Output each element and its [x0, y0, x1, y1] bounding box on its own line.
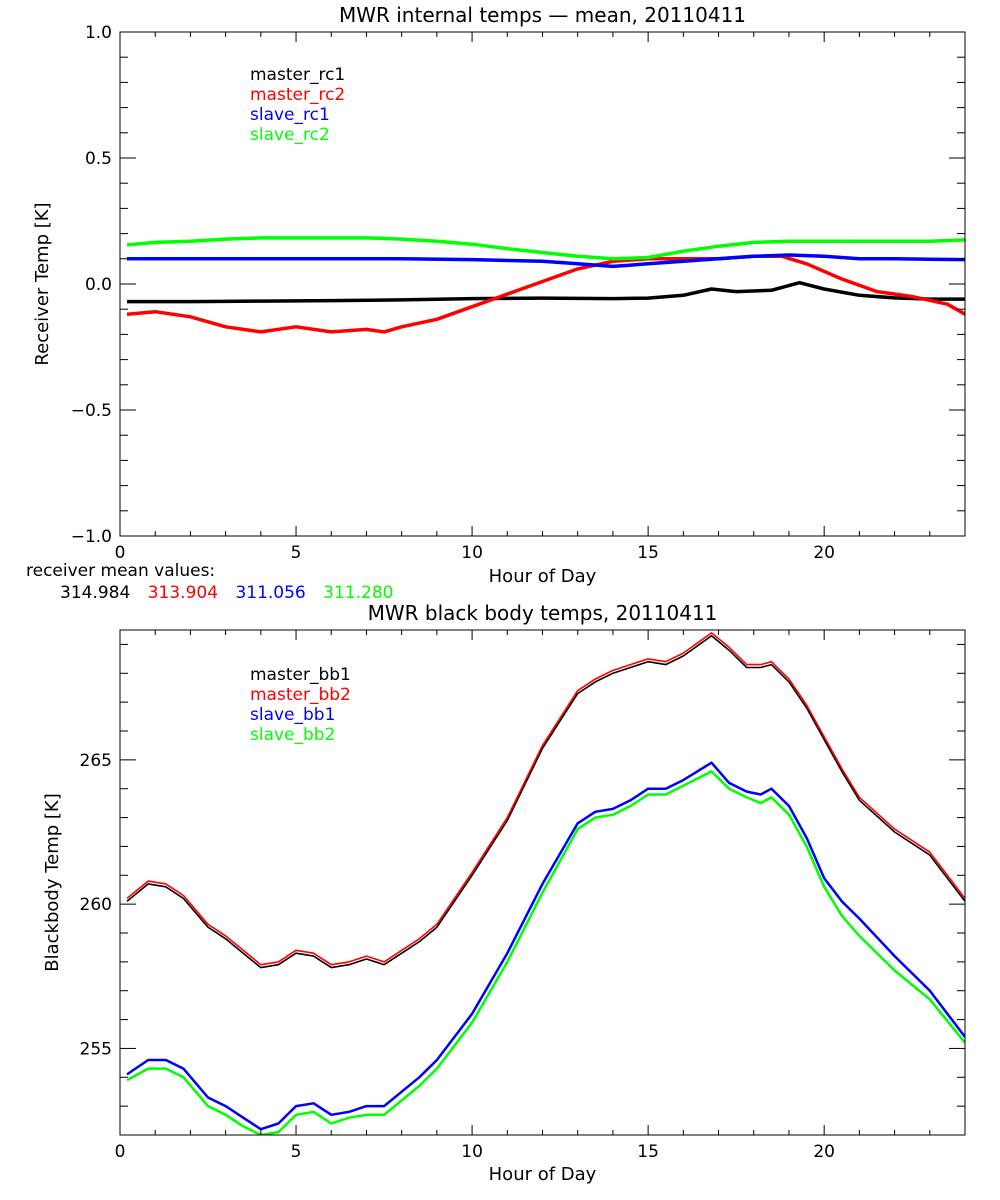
legend-entry: slave_bb1: [250, 705, 335, 725]
legend-entry: master_bb1: [250, 665, 351, 685]
y-axis-label: Blackbody Temp [K]: [42, 793, 63, 971]
x-tick-label: 5: [291, 543, 302, 563]
legend-entry: master_bb2: [250, 685, 351, 705]
y-tick-label: 265: [80, 751, 112, 771]
receiver-mean-value: 311.056: [235, 583, 306, 603]
receiver-means-label: receiver mean values:: [26, 561, 216, 581]
y-tick-label: 255: [80, 1039, 112, 1059]
x-tick-label: 0: [115, 543, 126, 563]
blackbody-temps-panel: 0 5 10 15 20 255 260 265 MWR black body temps, 2…: [42, 601, 966, 1185]
y-tick-label: −1.0: [71, 527, 112, 547]
x-tick-label: 20: [813, 1142, 835, 1162]
x-tick-label: 15: [637, 1142, 659, 1162]
x-tick-label: 10: [461, 1142, 483, 1162]
plot-frame: [119, 31, 966, 537]
legend-entry: master_rc2: [250, 85, 345, 105]
series-line-master_rc2: [126, 254, 965, 334]
y-tick-label: 0.0: [85, 275, 112, 295]
legend-entry: slave_bb2: [250, 725, 335, 745]
x-tick-label: 5: [291, 1142, 302, 1162]
receiver-means-values: 314.984 313.904 311.056 311.280: [60, 582, 405, 604]
x-tick-label: 0: [115, 1142, 126, 1162]
internal-temps-panel: 0 5 10 15 20 −1.0 −0.5 0.0 0.5 1.0 MWR internal te…: [32, 3, 966, 587]
receiver-mean-value: 313.904: [147, 583, 219, 603]
series-line-master_bb2: [126, 632, 965, 966]
legend-entry: slave_rc1: [250, 105, 330, 125]
y-axis-label: Receiver Temp [K]: [32, 202, 53, 365]
series-line-slave_bb2: [126, 770, 965, 1135]
x-axis-label: Hour of Day: [489, 566, 597, 587]
x-axis-label: Hour of Day: [489, 1164, 597, 1185]
chart-title: MWR internal temps — mean, 20110411: [339, 3, 746, 27]
y-tick-label: 1.0: [85, 23, 112, 43]
receiver-mean-value: 311.280: [323, 583, 394, 603]
y-tick-label: 260: [80, 895, 112, 915]
receiver-mean-value: 314.984: [60, 583, 131, 603]
legend-entry: slave_rc2: [250, 125, 330, 145]
x-tick-label: 20: [813, 543, 835, 563]
x-tick-label: 10: [461, 543, 483, 563]
chart-title: MWR black body temps, 20110411: [368, 601, 718, 625]
x-tick-label: 15: [637, 543, 659, 563]
series-line-slave_bb1: [126, 761, 965, 1131]
series-line-master_bb1: [126, 635, 965, 969]
series-line-slave_rc2: [126, 236, 965, 261]
series-line-master_rc1: [127, 280, 965, 304]
series-line-slave_rc1: [127, 253, 965, 269]
legend-entry: master_rc1: [250, 65, 345, 85]
y-tick-label: 0.5: [85, 149, 112, 169]
y-tick-label: −0.5: [71, 401, 112, 421]
